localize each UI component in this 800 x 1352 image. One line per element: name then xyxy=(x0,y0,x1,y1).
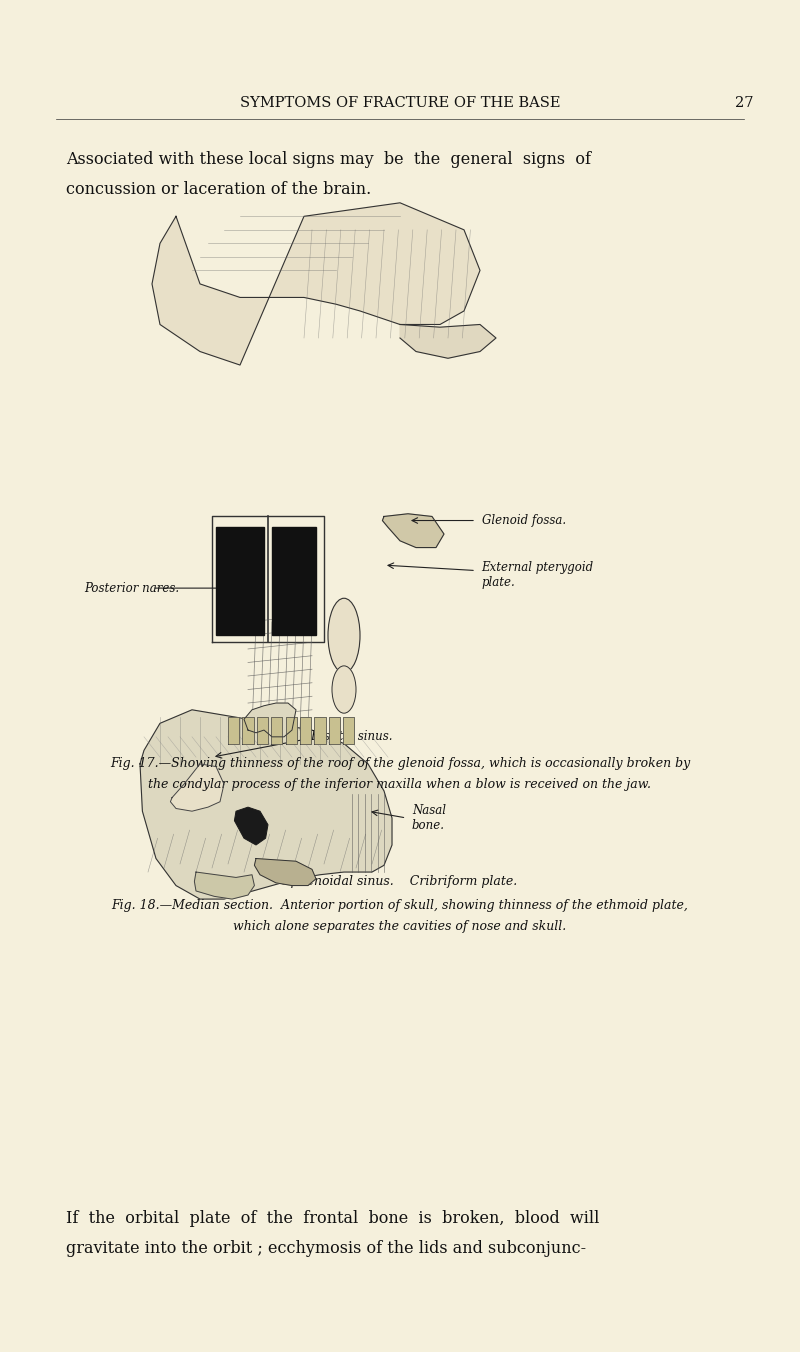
Bar xyxy=(242,717,254,744)
Polygon shape xyxy=(254,859,316,886)
Polygon shape xyxy=(152,203,480,365)
Text: Glenoid fossa.: Glenoid fossa. xyxy=(482,514,566,527)
Text: Frontal sinus.: Frontal sinus. xyxy=(310,730,393,744)
Polygon shape xyxy=(140,710,392,899)
Polygon shape xyxy=(194,872,254,899)
Text: 27: 27 xyxy=(734,96,754,110)
Text: gravitate into the orbit ; ecchymosis of the lids and subconjunc-: gravitate into the orbit ; ecchymosis of… xyxy=(66,1240,586,1257)
Bar xyxy=(216,527,264,635)
Polygon shape xyxy=(244,703,296,737)
Bar xyxy=(286,717,297,744)
Text: Sphenoidal sinus.    Cribriform plate.: Sphenoidal sinus. Cribriform plate. xyxy=(282,875,518,888)
Bar xyxy=(228,717,239,744)
Polygon shape xyxy=(170,764,224,811)
Polygon shape xyxy=(382,514,444,548)
Text: Fig. 17.—Showing thinness of the roof of the glenoid fossa, which is occasionall: Fig. 17.—Showing thinness of the roof of… xyxy=(110,757,690,771)
Text: the condylar process of the inferior maxilla when a blow is received on the jaw.: the condylar process of the inferior max… xyxy=(149,777,651,791)
Bar xyxy=(272,527,316,635)
Polygon shape xyxy=(400,324,496,358)
Text: Nasal
bone.: Nasal bone. xyxy=(412,804,446,831)
Text: External pterygoid
plate.: External pterygoid plate. xyxy=(482,561,594,588)
Polygon shape xyxy=(234,807,268,845)
Text: which alone separates the cavities of nose and skull.: which alone separates the cavities of no… xyxy=(234,919,566,933)
Text: Posterior nares.: Posterior nares. xyxy=(84,581,179,595)
Text: SYMPTOMS OF FRACTURE OF THE BASE: SYMPTOMS OF FRACTURE OF THE BASE xyxy=(240,96,560,110)
Text: Associated with these local signs may  be  the  general  signs  of: Associated with these local signs may be… xyxy=(66,151,590,169)
Ellipse shape xyxy=(328,598,360,672)
Text: concussion or laceration of the brain.: concussion or laceration of the brain. xyxy=(66,181,371,199)
Bar xyxy=(257,717,268,744)
Bar xyxy=(271,717,282,744)
Text: Fig. 18.—Median section.  Anterior portion of skull, showing thinness of the eth: Fig. 18.—Median section. Anterior portio… xyxy=(111,899,689,913)
Bar xyxy=(329,717,340,744)
Bar xyxy=(300,717,311,744)
Bar xyxy=(343,717,354,744)
Bar xyxy=(314,717,326,744)
Text: If  the  orbital  plate  of  the  frontal  bone  is  broken,  blood  will: If the orbital plate of the frontal bone… xyxy=(66,1210,599,1228)
Ellipse shape xyxy=(332,667,356,714)
